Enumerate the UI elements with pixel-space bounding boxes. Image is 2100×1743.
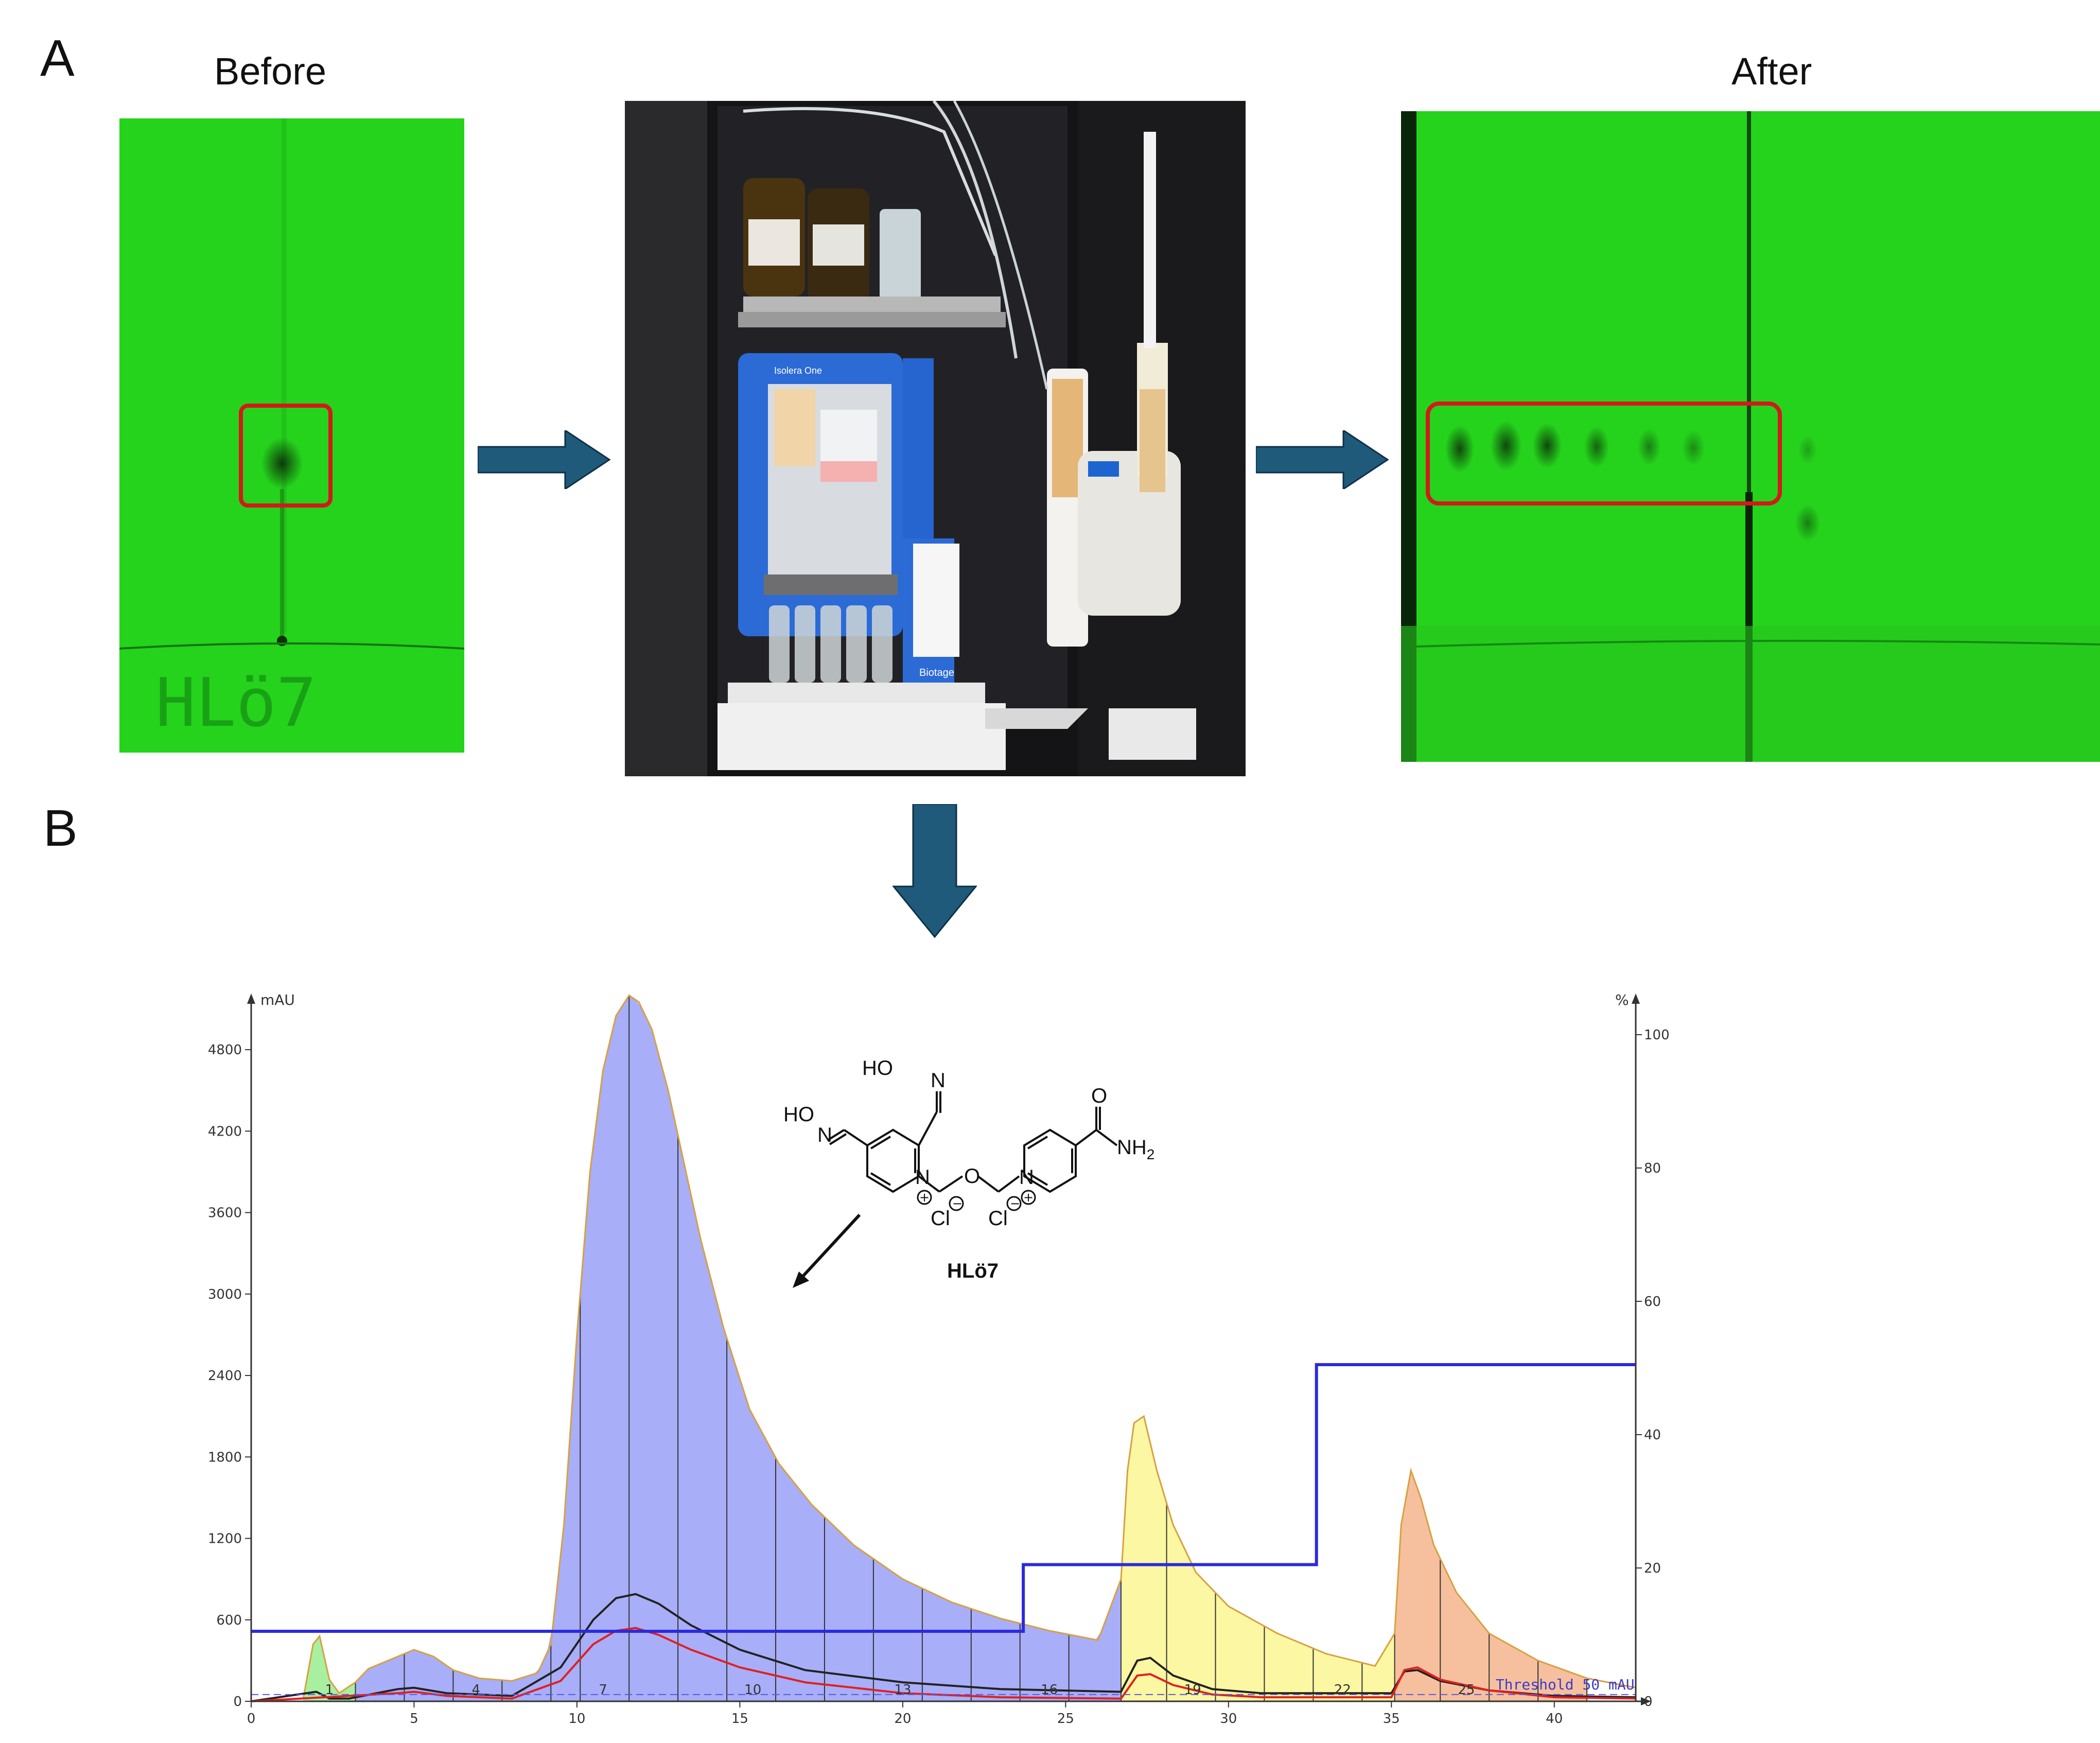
- x-tick-label: 5: [410, 1711, 418, 1727]
- fraction-label: 10: [744, 1682, 761, 1698]
- y2-tick-label: 40: [1644, 1427, 1661, 1443]
- arrow-down-icon: [892, 804, 977, 938]
- y2-axis-title: %: [1615, 991, 1629, 1008]
- struct-n-pyridinium-1: N: [915, 1166, 930, 1189]
- fraction-label: 13: [894, 1682, 911, 1698]
- svg-text:−: −: [952, 1196, 962, 1211]
- instrument-model-text: Isolera One: [774, 365, 822, 376]
- instrument-brand-text: Biotage: [919, 667, 954, 678]
- y-tick-label: 3000: [208, 1287, 242, 1302]
- tlc-after-image: [1401, 111, 2100, 762]
- y-tick-label: 1800: [208, 1450, 242, 1465]
- x-tick-label: 15: [731, 1711, 748, 1727]
- y2-tick-label: 100: [1644, 1027, 1670, 1043]
- x-tick-label: 20: [894, 1711, 911, 1727]
- after-label: After: [1731, 50, 1812, 93]
- before-label: Before: [214, 50, 327, 93]
- struct-ho-left: HO: [783, 1103, 814, 1126]
- struct-cl-1: Cl: [931, 1207, 950, 1230]
- y-tick-label: 0: [233, 1694, 242, 1710]
- threshold-label: Threshold 50 mAU: [1496, 1676, 1635, 1693]
- panel-b-letter: B: [43, 799, 78, 857]
- svg-text:+: +: [1023, 1190, 1034, 1205]
- fraction-label: 1: [325, 1682, 334, 1698]
- struct-cl-2: Cl: [988, 1207, 1008, 1230]
- before-highlight-box: [239, 404, 332, 508]
- flash-chromatography-photo: Biotage Isolera One: [625, 101, 1246, 776]
- fraction-region-yellow: [1121, 1416, 1395, 1701]
- hlo7-structure: HO N HO N O NH2 O N N Cl Cl + + − − HLö7: [783, 1057, 1154, 1288]
- tlc-before-image: HLö7: [119, 118, 464, 753]
- secondary-trace-red: [251, 1627, 1636, 1702]
- struct-n-left: N: [817, 1124, 832, 1146]
- y-axis-title: mAU: [260, 991, 295, 1008]
- y2-tick-label: 0: [1644, 1694, 1653, 1710]
- compound-label: HLö7: [947, 1260, 999, 1282]
- struct-nh2: NH2: [1117, 1136, 1154, 1162]
- fraction-label: 22: [1334, 1682, 1351, 1698]
- gradient-line: [251, 1363, 1636, 1633]
- fraction-label: 19: [1184, 1682, 1201, 1698]
- y-axis-arrow-icon: [247, 993, 255, 1004]
- y2-axis-arrow-icon: [1632, 993, 1640, 1004]
- plus-charge-icon: [917, 1190, 932, 1205]
- y-tick-label: 1200: [208, 1531, 242, 1547]
- svg-text:−: −: [1010, 1196, 1020, 1211]
- svg-text:+: +: [919, 1190, 930, 1205]
- struct-o-carbonyl: O: [1091, 1085, 1107, 1107]
- y-tick-label: 600: [216, 1613, 242, 1628]
- x-tick-label: 35: [1383, 1711, 1400, 1727]
- fraction-label: 25: [1458, 1682, 1475, 1698]
- panel-a-letter: A: [40, 29, 75, 87]
- minus-charge-icon: [949, 1196, 964, 1211]
- struct-ho-top: HO: [862, 1057, 893, 1079]
- fraction-region-orange: [1394, 1472, 1587, 1701]
- y2-tick-label: 60: [1644, 1294, 1661, 1310]
- y-tick-label: 4200: [208, 1124, 242, 1139]
- minus-charge-icon: [1006, 1196, 1022, 1211]
- fraction-label: 16: [1041, 1682, 1058, 1698]
- y-tick-label: 4800: [208, 1042, 242, 1058]
- x-axis-arrow-icon: [1641, 1697, 1651, 1705]
- x-tick-label: 30: [1220, 1711, 1237, 1727]
- struct-o-ether: O: [964, 1165, 980, 1188]
- after-highlight-box: [1426, 402, 1782, 506]
- y-tick-label: 3600: [208, 1206, 242, 1221]
- arrow-right-icon: [478, 430, 611, 489]
- struct-n-top: N: [931, 1069, 946, 1092]
- absorbance-trace: [251, 994, 1636, 1702]
- fraction-region-blue: [355, 996, 1121, 1701]
- x-tick-label: 25: [1057, 1711, 1074, 1727]
- x-tick-label: 40: [1546, 1711, 1563, 1727]
- y-tick-label: 2400: [208, 1368, 242, 1384]
- struct-n-pyridinium-2: N: [1019, 1166, 1034, 1189]
- x-tick-label: 0: [247, 1711, 256, 1727]
- y2-tick-label: 80: [1644, 1161, 1661, 1176]
- tlc-handwriting: HLö7: [155, 664, 317, 742]
- fraction-label: 4: [471, 1682, 480, 1698]
- y2-tick-label: 20: [1644, 1561, 1661, 1576]
- x-tick-label: 10: [568, 1711, 585, 1727]
- plus-charge-icon: [1021, 1190, 1036, 1205]
- fraction-label: 7: [599, 1682, 607, 1698]
- arrow-right-icon: [1256, 430, 1389, 489]
- fraction-region-green: [303, 1636, 356, 1701]
